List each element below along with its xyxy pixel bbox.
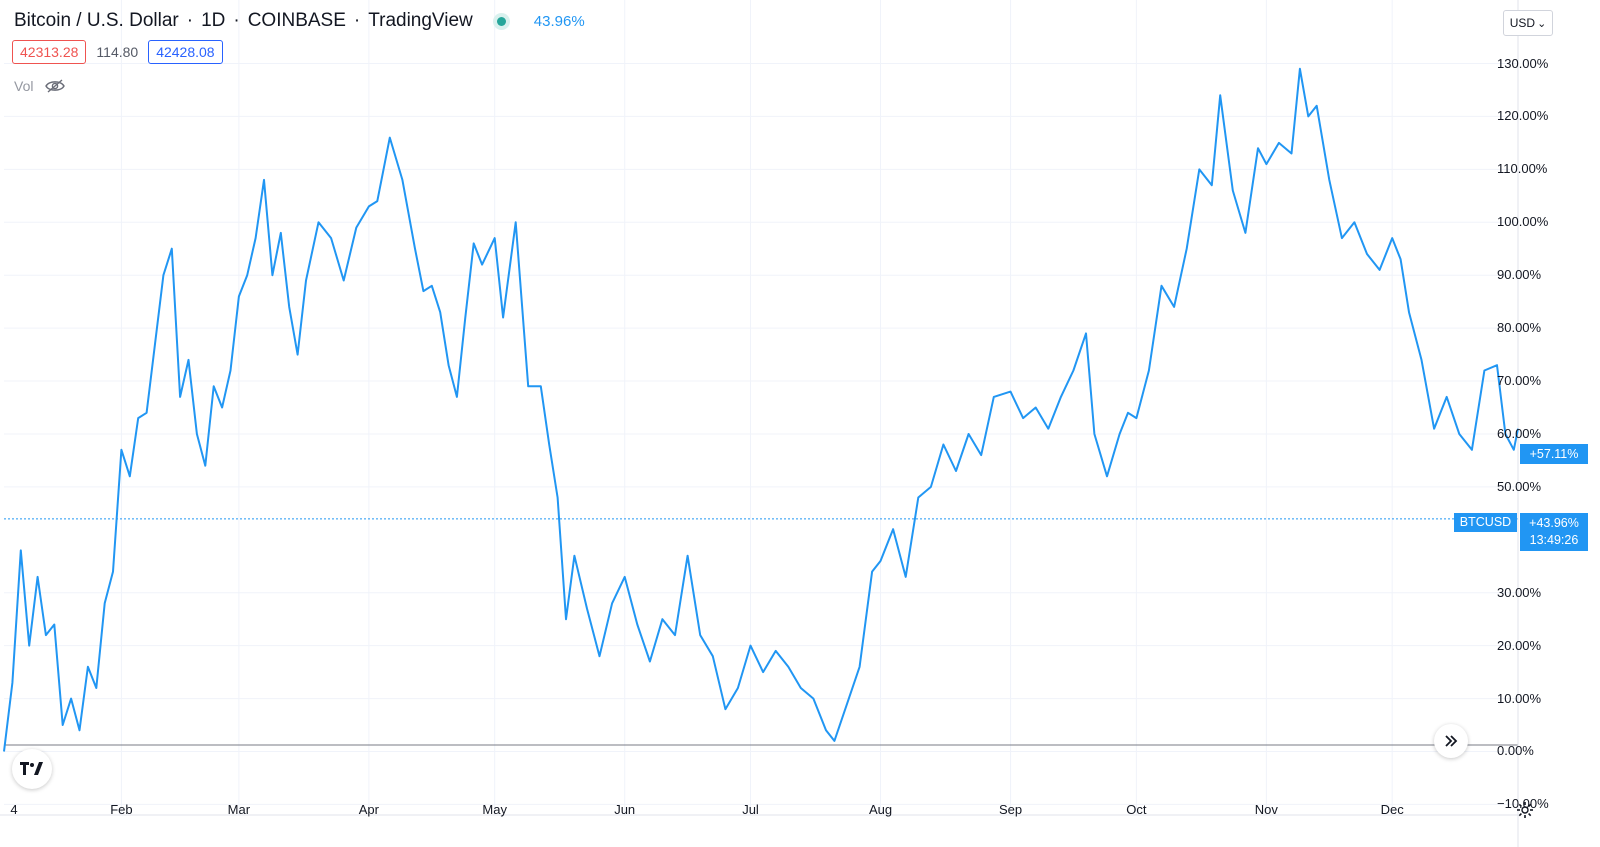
chart-settings-button[interactable]	[1513, 798, 1537, 822]
currency-dropdown[interactable]: USD ⌄	[1503, 10, 1553, 36]
x-tick-label: May	[482, 802, 507, 817]
x-tick-label: Oct	[1126, 802, 1147, 817]
live-status-dot	[496, 16, 506, 26]
countdown-label: 13:49:26	[1529, 533, 1579, 547]
y-tick-label: 110.00%	[1497, 161, 1548, 177]
y-tick-label: 80.00%	[1497, 320, 1542, 336]
gear-icon	[1515, 800, 1535, 820]
symbol-name: Bitcoin / U.S. Dollar	[14, 10, 179, 31]
baseline-value-tag: +43.96% 13:49:26	[1520, 513, 1588, 551]
y-tick-label: 70.00%	[1497, 373, 1542, 389]
y-tick-label: 10.00%	[1497, 690, 1542, 706]
exchange-label: COINBASE	[247, 10, 346, 31]
double-chevron-right-icon	[1444, 735, 1458, 747]
current-value-label: +57.11%	[1529, 446, 1579, 461]
bid-price[interactable]: 42313.28	[12, 40, 87, 64]
y-tick-label: 0.00%	[1497, 743, 1534, 759]
x-tick-label: Mar	[227, 802, 251, 817]
current-value-tag: +57.11%	[1520, 444, 1588, 464]
x-tick-label: Sep	[998, 802, 1023, 817]
y-tick-label: 30.00%	[1497, 584, 1542, 600]
change-percent: 43.96%	[533, 12, 585, 30]
eye-slash-icon[interactable]	[45, 79, 66, 93]
scroll-to-realtime-button[interactable]	[1434, 724, 1468, 758]
x-tick-label: Nov	[1254, 802, 1278, 817]
y-tick-label: −10.00%	[1497, 796, 1549, 812]
y-tick-label: 130.00%	[1497, 55, 1549, 71]
y-tick-label: 100.00%	[1497, 214, 1549, 230]
x-tick-label: Feb	[110, 802, 133, 817]
y-tick-label: 50.00%	[1497, 478, 1542, 494]
volume-label: Vol	[14, 78, 34, 94]
ask-price[interactable]: 42428.08	[148, 40, 223, 64]
legend-separator: ·	[233, 10, 240, 31]
x-tick-label: Aug	[868, 802, 893, 817]
grid-lines	[4, 0, 1518, 815]
legend-separator: ·	[186, 10, 194, 31]
y-tick-label: 120.00%	[1497, 108, 1549, 124]
symbol-tag-label: BTCUSD	[1459, 515, 1512, 529]
y-tick-label: 20.00%	[1497, 637, 1542, 653]
x-tick-label: Apr	[358, 802, 379, 817]
chevron-down-icon: ⌄	[1537, 17, 1547, 30]
x-tick-label: 4	[10, 802, 18, 817]
x-tick-label: Dec	[1380, 802, 1404, 817]
symbol-legend[interactable]: Bitcoin / U.S. Dollar · 1D · COINBASE · …	[14, 10, 585, 32]
btc-percent-line	[3, 67, 1519, 752]
source-label: TradingView	[368, 10, 473, 31]
symbol-tag: BTCUSD	[1454, 513, 1517, 532]
x-tick-label: Jul	[742, 802, 759, 817]
y-tick-label: 60.00%	[1497, 425, 1542, 441]
tradingview-logo-icon[interactable]	[12, 749, 52, 789]
x-tick-label: Jun	[614, 802, 636, 817]
baseline-value-label: +43.96%	[1529, 516, 1579, 530]
volume-legend[interactable]: Vol	[14, 78, 66, 94]
interval-label: 1D	[201, 10, 226, 31]
legend-separator: ·	[353, 10, 361, 31]
spread-value: 114.80	[96, 44, 139, 60]
y-tick-label: 90.00%	[1497, 267, 1542, 283]
quote-row: 42313.28 114.80 42428.08	[12, 40, 223, 64]
currency-label: USD	[1509, 16, 1536, 30]
